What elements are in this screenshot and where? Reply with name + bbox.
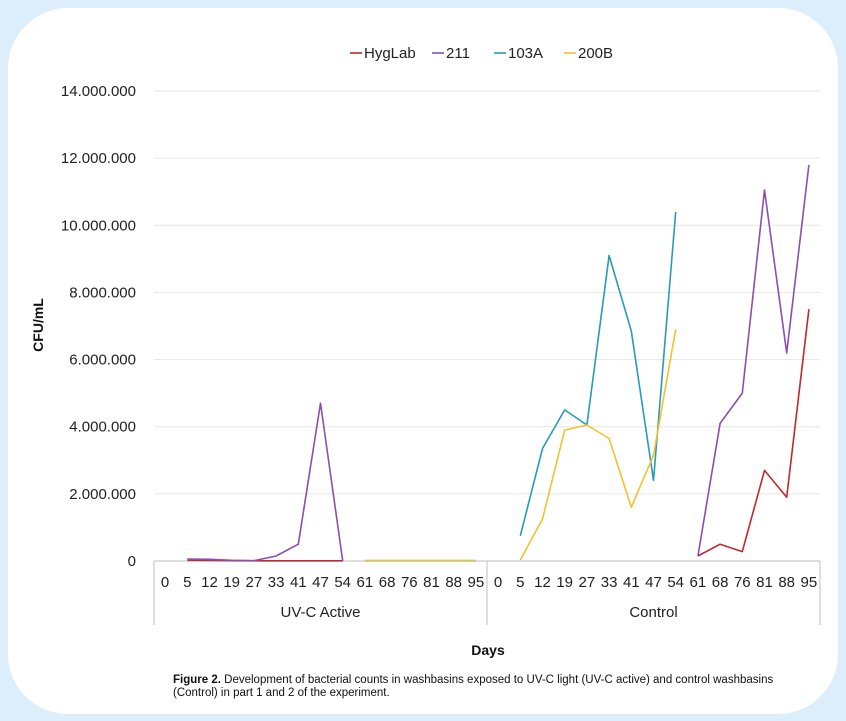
- y-tick-label: 14.000.000: [61, 83, 136, 100]
- x-tick-label: 12: [201, 574, 218, 591]
- caption-text: Development of bacterial counts in washb…: [173, 674, 774, 699]
- x-tick-label: 5: [183, 574, 191, 591]
- x-tick-label: 88: [445, 574, 462, 591]
- y-tick-label: 4.000.000: [69, 419, 136, 436]
- x-axis-label: Days: [471, 642, 505, 658]
- gridlines: [154, 90, 820, 495]
- x-tick-label: 41: [623, 574, 640, 591]
- y-tick-label: 10.000.000: [61, 217, 136, 234]
- x-tick-label: 19: [223, 574, 240, 591]
- y-tick-label: 2.000.000: [69, 486, 136, 503]
- series-line-HygLab: [187, 559, 343, 562]
- x-tick-label: 41: [290, 574, 307, 591]
- y-tick-label: 12.000.000: [61, 150, 136, 167]
- x-tick-label: 76: [734, 574, 751, 591]
- y-axis-label: CFU/mL: [30, 298, 46, 352]
- legend-label: 103A: [508, 45, 543, 62]
- x-tick-label: 12: [534, 574, 551, 591]
- x-tick-label: 0: [161, 574, 169, 591]
- x-tick-label: 81: [423, 574, 440, 591]
- series-line-211: [187, 402, 344, 562]
- y-tick-label: 8.000.000: [69, 284, 136, 301]
- x-tick-label: 54: [667, 574, 684, 591]
- series-line-103A: [519, 211, 677, 536]
- series-line-211: [697, 164, 810, 557]
- x-tick-label: 95: [468, 574, 485, 591]
- x-tick-label: 5: [516, 574, 524, 591]
- legend-label: 200B: [578, 45, 613, 62]
- x-tick-label: 47: [645, 574, 662, 591]
- x-tick-label: 19: [556, 574, 573, 591]
- x-tick-label: 95: [801, 574, 818, 591]
- legend-label: HygLab: [364, 45, 416, 62]
- series-line-HygLab: [697, 309, 810, 557]
- x-tick-label: 54: [334, 574, 351, 591]
- y-tick-label: 0: [128, 553, 136, 570]
- x-tick-label: 33: [268, 574, 285, 591]
- x-tick-label: 0: [494, 574, 502, 591]
- x-tick-label: 61: [357, 574, 374, 591]
- x-tick-label: 47: [312, 574, 329, 591]
- x-tick-label: 68: [712, 574, 729, 591]
- x-tick-label: 27: [579, 574, 596, 591]
- x-tick-label: 33: [601, 574, 618, 591]
- group-label: UV-C Active: [280, 604, 360, 621]
- axes: 0 2.000.000 4.000.000 6.000.000 8.000.000 10.…: [61, 83, 821, 625]
- x-tick-label: 88: [778, 574, 795, 591]
- x-tick-label: 27: [246, 574, 263, 591]
- series-lines: [187, 164, 810, 562]
- legend-label: 211: [446, 45, 470, 62]
- figure-card: [8, 8, 838, 714]
- x-tick-label: 61: [690, 574, 707, 591]
- caption-label: Figure 2.: [173, 674, 221, 686]
- x-tick-label: 68: [379, 574, 396, 591]
- series-line-200B: [519, 329, 677, 561]
- legend: HygLab 211 103A 200B: [350, 45, 613, 62]
- y-tick-label: 6.000.000: [69, 352, 136, 369]
- x-tick-label: 76: [401, 574, 418, 591]
- x-tick-label: 81: [756, 574, 773, 591]
- figure-caption: Figure 2. Development of bacterial count…: [173, 674, 793, 700]
- group-label: Control: [629, 604, 677, 621]
